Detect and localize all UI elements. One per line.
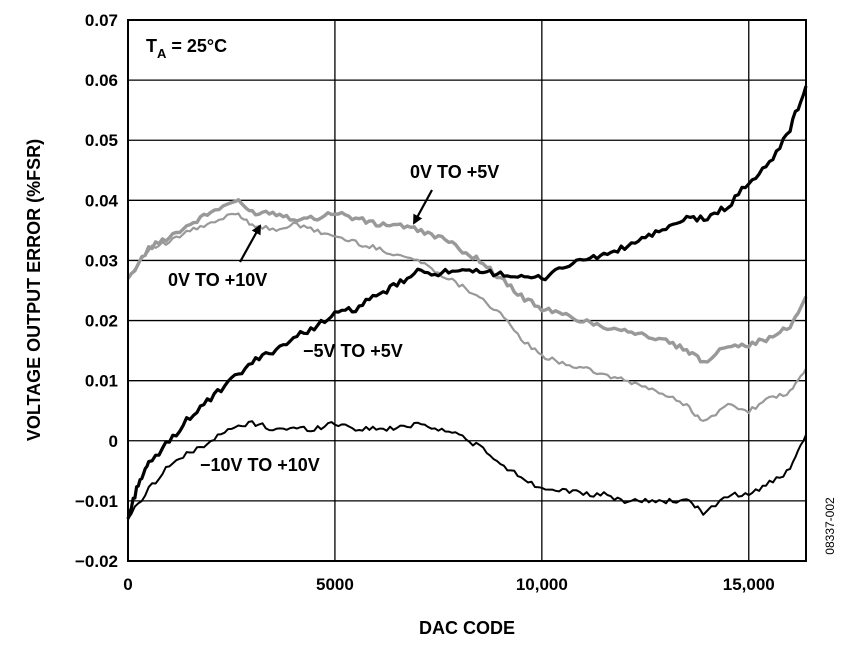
y-tick-label: 0 <box>109 432 118 451</box>
series-line-0v-to-5v <box>126 198 808 364</box>
y-tick-label: −0.01 <box>75 492 118 511</box>
plot-frame <box>127 19 807 562</box>
series-line-0v-to-10v <box>127 212 807 422</box>
condition-label: TA = 25°C <box>146 36 227 61</box>
y-tick-label: 0.02 <box>85 312 118 331</box>
annotation-0v-to-10v: 0V TO +10V <box>168 270 267 290</box>
y-tick-label: 0.07 <box>85 11 118 30</box>
annotation-arrow-0v-to-10v <box>239 224 261 263</box>
condition-suffix: = 25°C <box>166 36 227 56</box>
annotation-minus5v-to-5v: −5V TO +5V <box>303 341 403 361</box>
annotation-arrow-0v-to-5v <box>413 189 433 225</box>
condition-prefix: T <box>146 36 157 56</box>
series-line-minus5v-to-5v <box>126 85 808 520</box>
annotation-0v-to-5v: 0V TO +5V <box>410 162 499 182</box>
x-axis-title: DAC CODE <box>419 618 515 638</box>
y-tick-label: 0.01 <box>85 372 118 391</box>
annotation-minus10v-to-10v: −10V TO +10V <box>200 455 320 475</box>
y-tick-label: 0.05 <box>85 131 118 150</box>
x-tick-label: 5000 <box>316 575 354 594</box>
tick-labels: −0.02 −0.01 0 0.01 0.02 0.03 0.04 0.05 0.06 0.07 0… <box>75 11 775 594</box>
series-layer <box>126 85 808 520</box>
x-tick-label: 0 <box>123 575 132 594</box>
y-tick-label: 0.06 <box>85 71 118 90</box>
y-tick-label: 0.04 <box>85 191 119 210</box>
x-tick-label: 10,000 <box>516 575 568 594</box>
condition-subscript: A <box>157 46 167 61</box>
figure-id: 08337-002 <box>823 497 837 555</box>
x-tick-label: 15,000 <box>723 575 775 594</box>
series-line-minus10v-to-10v <box>127 420 807 520</box>
y-tick-label: −0.02 <box>75 552 118 571</box>
y-axis-title: VOLTAGE OUTPUT ERROR (%FSR) <box>24 139 44 441</box>
y-tick-label: 0.03 <box>85 251 118 270</box>
